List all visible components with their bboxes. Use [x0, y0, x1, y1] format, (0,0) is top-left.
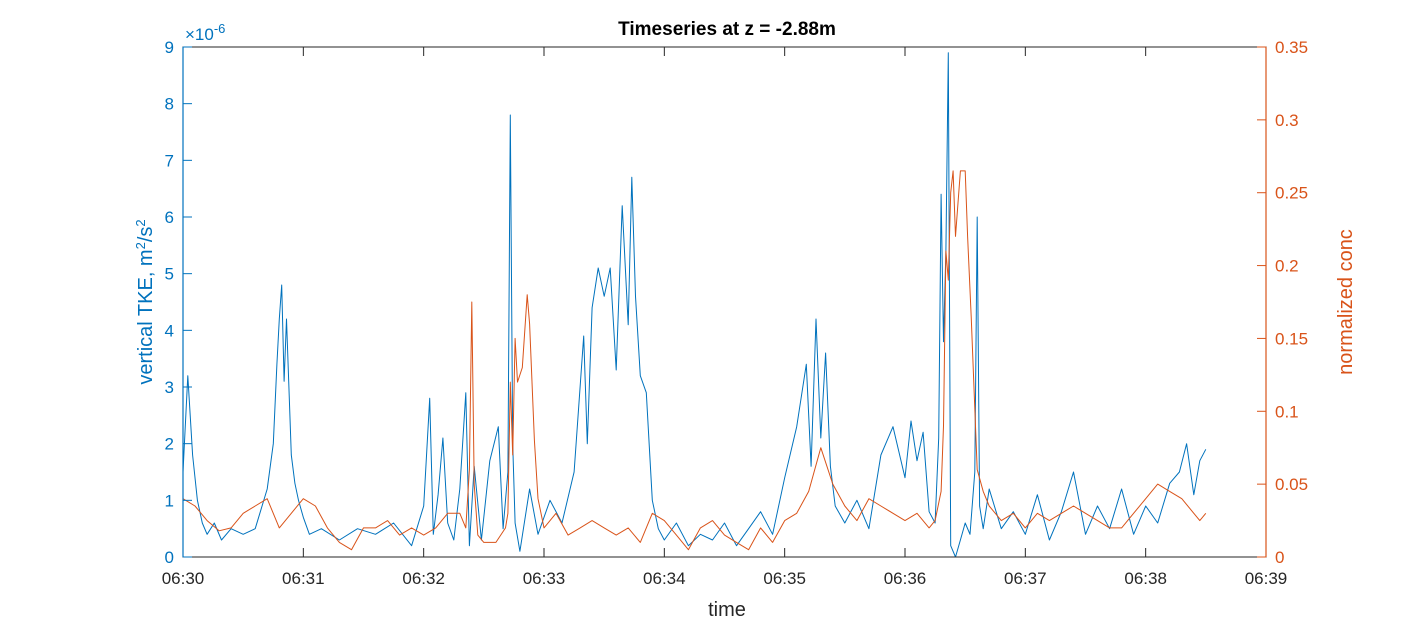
x-tick-label: 06:39 [1245, 569, 1288, 588]
y-left-label-sup1: 2 [133, 242, 148, 249]
y-right-axis-label: normalized conc [1335, 229, 1357, 375]
chart-title: Timeseries at z = -2.88m [618, 19, 836, 40]
x-tick-label: 06:35 [763, 569, 806, 588]
y-left-label-mid: /s [135, 227, 157, 243]
y-right-tick-label: 0.3 [1275, 111, 1299, 130]
y-left-tick-label: 1 [165, 491, 174, 510]
y-left-tick-label: 9 [165, 38, 174, 57]
y-right-tick-label: 0 [1275, 548, 1284, 567]
y-left-tick-label: 7 [165, 151, 174, 170]
x-tick-label: 06:37 [1004, 569, 1047, 588]
x-axis-label: time [708, 599, 746, 621]
series-line-tke [182, 52, 1207, 558]
y-right-tick-label: 0.25 [1275, 184, 1308, 203]
y-left-label-sup2: 2 [133, 219, 148, 226]
y-left-tick-label: 5 [165, 265, 174, 284]
series-line-conc [182, 170, 1207, 551]
y-left-tick-label: 3 [165, 378, 174, 397]
x-tick-label: 06:33 [523, 569, 566, 588]
y-left-tick-label: 6 [165, 208, 174, 227]
plot-area [183, 47, 1266, 557]
y-left-tick-label: 4 [165, 321, 174, 340]
y-right-tick-label: 0.2 [1275, 257, 1299, 276]
y-left-exponent: ×10-6 [185, 21, 225, 45]
x-tick-label: 06:38 [1124, 569, 1167, 588]
x-tick-label: 06:30 [162, 569, 205, 588]
y-right-tick-label: 0.1 [1275, 402, 1299, 421]
y-left-tick-label: 0 [165, 548, 174, 567]
y-left-exponent-power: -6 [214, 21, 226, 36]
y-left-tick-label: 8 [165, 95, 174, 114]
x-tick-label: 06:32 [402, 569, 445, 588]
y-right-tick-label: 0.05 [1275, 475, 1308, 494]
x-tick-label: 06:34 [643, 569, 686, 588]
y-left-label-main: vertical TKE, m [135, 249, 157, 384]
y-right-tick-label: 0.35 [1275, 38, 1308, 57]
x-tick-label: 06:31 [282, 569, 325, 588]
x-tick-label: 06:36 [884, 569, 927, 588]
series-layer [182, 52, 1207, 558]
y-left-tick-label: 2 [165, 435, 174, 454]
y-left-exponent-prefix: ×10 [185, 25, 214, 44]
y-left-axis-label: vertical TKE, m2/s2 [133, 219, 158, 384]
y-right-tick-label: 0.15 [1275, 329, 1308, 348]
axis-layer: 06:30 06:31 06:32 06:33 06:34 06:35 06:36 06:37… [162, 38, 1308, 588]
